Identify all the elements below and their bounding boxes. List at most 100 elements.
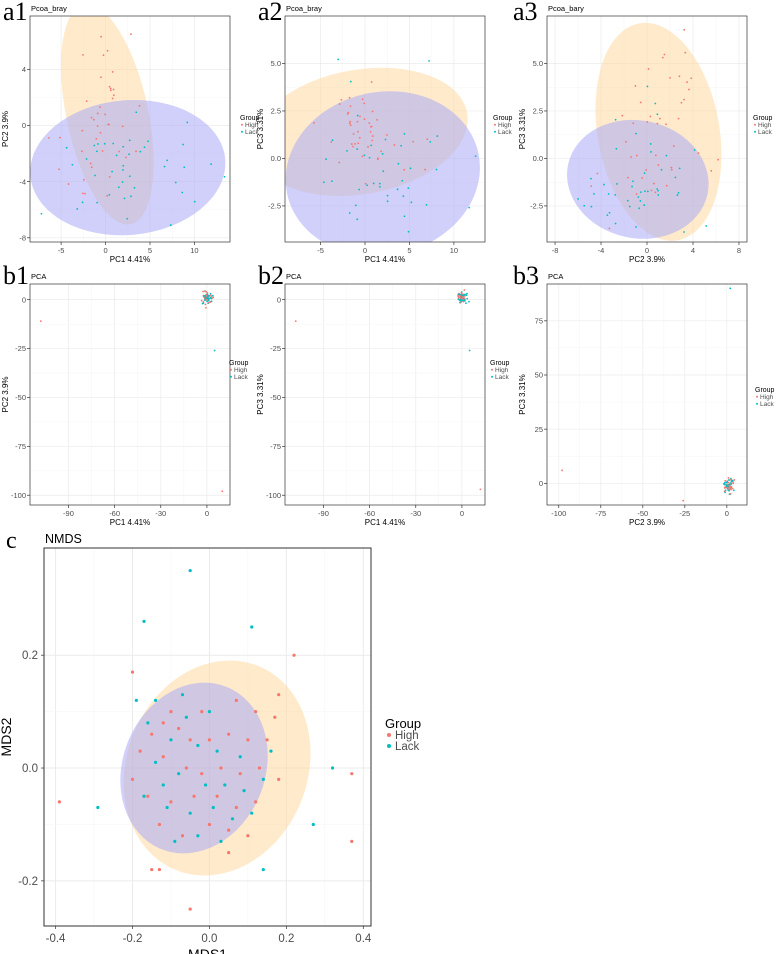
point-high [206,291,209,294]
point-outlier [729,287,732,290]
point-lack [322,181,325,184]
legend-label-lack: Lack [758,129,772,136]
point-high [207,738,212,742]
point-lack [207,298,210,301]
gridlines [547,284,747,505]
y-tick-label: -75 [270,442,281,451]
legend-label-high: High [498,122,512,129]
ellipse-lack [567,119,709,239]
x-tick-label: -60 [109,509,120,518]
y-tick-label: 5.0 [271,59,281,68]
point-high [277,693,281,697]
point-lack [410,201,413,204]
y-axis: -8 -4 0 4 [19,65,30,242]
point-lack [130,195,132,198]
point-high [367,145,369,148]
legend-title: Group [493,115,513,122]
point-high [621,114,624,117]
x-axis: -5 0 5 10 [317,242,458,255]
plot-content [567,22,722,241]
point-high [680,101,683,104]
point-high [724,479,727,482]
panel-title: Pcoa_bary [548,4,584,13]
point-high [729,486,732,489]
point-high [107,123,110,126]
x-tick-label: -100 [551,509,566,518]
y-axis-title: PC2 3.9% [1,111,10,147]
point-high [697,152,700,155]
point-high [363,102,366,105]
point-lack [153,760,158,764]
panel-b2: b2 PCA -90 -60 -30 0 -100 -75 -50 -25 0 PC1 4.41% PC… [256,261,510,527]
point-lack [644,190,646,193]
point-lack [457,298,460,301]
point-high [348,122,351,125]
point-lack [215,749,219,753]
legend-key-lack [241,130,243,133]
point-high [346,113,349,115]
x-tick-label: -90 [63,509,74,518]
point-lack [223,783,227,787]
point-lack [676,194,679,196]
point-lack [372,182,375,185]
point-high [686,81,688,84]
point-lack [161,783,165,787]
point-high [403,168,406,171]
point-high [169,710,173,714]
point-high [457,295,460,298]
point-high [656,122,659,125]
panel-title: NMDS [45,532,82,546]
point-high [207,822,212,827]
point-lack [403,132,406,135]
x-axis-title: MDS1 [188,946,227,954]
point-lack [128,153,130,156]
point-high [313,121,315,124]
point-lack [230,817,235,821]
point-lack [134,698,138,702]
y-axis: -0.2 0.0 0.2 [18,650,44,888]
panel-b1: b1 PCA -90 -60 -30 0 -100 -75 -50 -25 0 PC1 4.41% PC… [1,261,249,527]
x-tick-label: 0.0 [201,933,217,945]
plot-content [285,58,480,242]
point-lack [614,118,617,121]
point-lack [732,489,735,492]
point-lack [209,292,212,295]
point-high [57,800,61,804]
point-high [350,772,354,776]
point-high [111,97,114,100]
point-high [157,867,162,872]
point-lack [128,139,131,142]
point-lack [603,183,605,186]
panel-a1: a1 Pcoa_bray -5 0 5 10 -8 -4 0 4 PC1 4.41% PC2 3.9%… [1,0,260,264]
point-high [118,150,121,153]
point-lack [142,619,146,623]
point-lack [203,783,208,787]
y-axis-title: PC2 3.9% [1,376,10,412]
point-lack [465,302,467,305]
point-lack [650,151,652,153]
x-axis: -100 -75 -50 -25 0 [551,505,729,518]
point-high [209,294,212,296]
point-lack [186,121,189,124]
point-high [661,56,664,59]
point-lack [639,200,642,202]
point-lack [590,205,593,208]
point-high [130,670,135,674]
y-tick-label: -100 [11,491,26,500]
point-high [192,794,196,798]
x-tick-label: 5 [407,246,411,255]
point-high [246,834,250,838]
y-tick-label: -0.2 [18,876,38,888]
point-high [106,194,109,197]
x-tick-label: 0.4 [355,933,372,945]
point-lack [639,191,642,194]
y-tick-label: 0 [539,479,543,488]
point-lack [631,185,633,188]
point-high [717,158,720,161]
point-high [463,289,466,291]
legend-key-high [491,368,493,371]
x-axis: -90 -60 -30 0 [63,505,209,518]
y-axis: -100 -75 -50 -25 0 [266,295,285,500]
point-high [161,755,165,759]
